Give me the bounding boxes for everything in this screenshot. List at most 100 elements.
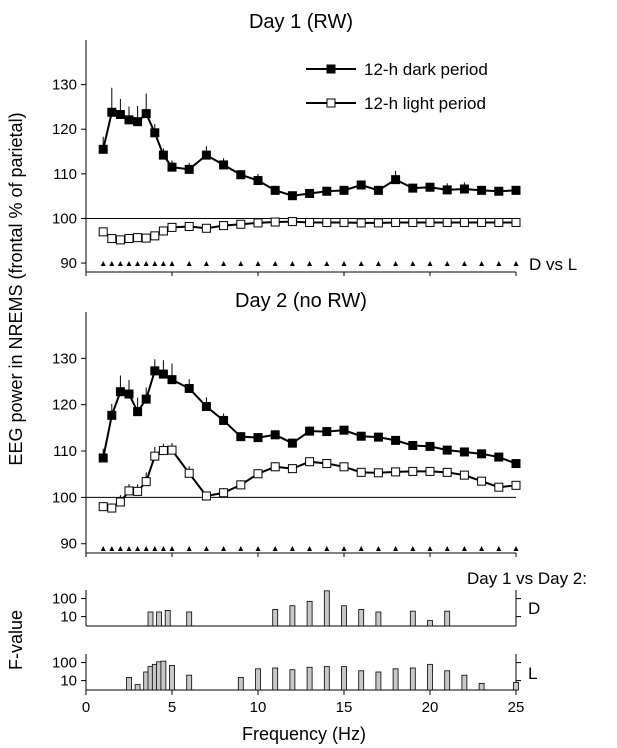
significance-marker	[307, 261, 313, 266]
data-point	[253, 433, 263, 443]
comparison-label: Day 1 vs Day 2:	[467, 569, 587, 588]
data-point	[141, 109, 151, 119]
data-point	[391, 467, 401, 477]
f-bar	[409, 610, 416, 627]
data-point	[477, 185, 487, 195]
data-point	[425, 182, 435, 192]
significance-marker	[117, 546, 123, 551]
significance-marker	[100, 546, 106, 551]
significance-marker	[513, 546, 519, 551]
significance-marker	[375, 546, 381, 551]
data-point	[339, 462, 349, 472]
significance-marker	[427, 546, 433, 551]
panel-title: Day 2 (no RW)	[235, 290, 367, 312]
data-point	[270, 217, 280, 227]
data-point	[322, 186, 332, 196]
data-point	[322, 459, 332, 469]
data-point	[339, 217, 349, 227]
data-point	[184, 164, 194, 174]
data-point	[219, 488, 229, 498]
y-tick-label: 110	[53, 166, 77, 183]
f-bar	[341, 605, 347, 627]
significance-marker	[341, 261, 347, 266]
data-point	[141, 394, 151, 404]
data-point	[408, 183, 418, 193]
data-point	[356, 218, 366, 228]
x-tick-label: 0	[82, 699, 90, 716]
legend-label: 12-h dark period	[364, 60, 488, 79]
significance-marker	[375, 261, 381, 266]
data-point	[270, 462, 280, 472]
f-bar	[358, 670, 365, 691]
f-bar	[375, 611, 382, 627]
data-point	[511, 217, 521, 227]
data-point	[459, 447, 469, 457]
data-point	[305, 217, 315, 227]
d-panel-label: D	[528, 599, 540, 618]
significance-marker	[109, 546, 115, 551]
data-point	[115, 110, 125, 120]
significance-marker	[186, 546, 192, 551]
significance-marker	[255, 261, 261, 266]
x-tick-label: 5	[168, 699, 176, 716]
legend-marker	[326, 64, 336, 74]
data-point	[511, 459, 521, 469]
f-bar	[461, 674, 468, 691]
data-point	[124, 115, 134, 125]
data-point	[115, 235, 125, 245]
data-point	[219, 221, 229, 231]
y-tick-label: 110	[53, 443, 77, 460]
data-point	[373, 185, 383, 195]
significance-marker	[341, 546, 347, 551]
data-point	[98, 144, 108, 154]
data-point	[158, 369, 168, 379]
data-point	[141, 233, 151, 243]
data-point	[150, 128, 160, 138]
y-tick-label: 90	[60, 536, 77, 553]
significance-marker	[160, 261, 166, 266]
y-axis-label-eeg: EEG power in NREMS (frontal % of parieta…	[6, 112, 26, 465]
data-point	[442, 217, 452, 227]
data-point	[150, 366, 160, 376]
data-point	[339, 185, 349, 195]
y-tick-label: 120	[52, 121, 77, 138]
data-point	[158, 150, 168, 160]
f-bar	[237, 677, 244, 691]
panel-title: Day 1 (RW)	[249, 11, 353, 33]
significance-marker	[479, 546, 485, 551]
data-point	[373, 468, 383, 478]
data-point	[167, 162, 177, 172]
data-point	[184, 468, 194, 478]
significance-marker	[203, 261, 209, 266]
data-point	[158, 446, 168, 456]
f-bar	[427, 663, 433, 691]
data-point	[107, 107, 117, 117]
f-bar	[156, 611, 163, 627]
f-bar	[306, 600, 313, 627]
y-tick-label: 130	[52, 77, 77, 94]
f-bar	[272, 667, 279, 691]
data-point	[494, 217, 504, 227]
data-point	[107, 410, 117, 420]
data-point	[287, 217, 297, 227]
data-point	[236, 170, 246, 180]
data-point	[150, 451, 160, 461]
significance-marker	[289, 546, 295, 551]
significance-marker	[126, 546, 132, 551]
data-point	[408, 217, 418, 227]
l-panel-label: L	[528, 664, 537, 683]
data-point	[356, 431, 366, 441]
f-bar	[358, 609, 365, 627]
significance-marker	[221, 546, 227, 551]
data-point	[201, 491, 211, 501]
f-bar	[444, 610, 451, 627]
data-point	[124, 234, 134, 244]
data-point	[477, 217, 487, 227]
significance-marker	[393, 261, 399, 266]
f-bar	[126, 677, 132, 691]
data-point	[270, 430, 280, 440]
data-point	[107, 503, 117, 513]
data-point	[494, 452, 504, 462]
f-bar	[255, 668, 261, 691]
